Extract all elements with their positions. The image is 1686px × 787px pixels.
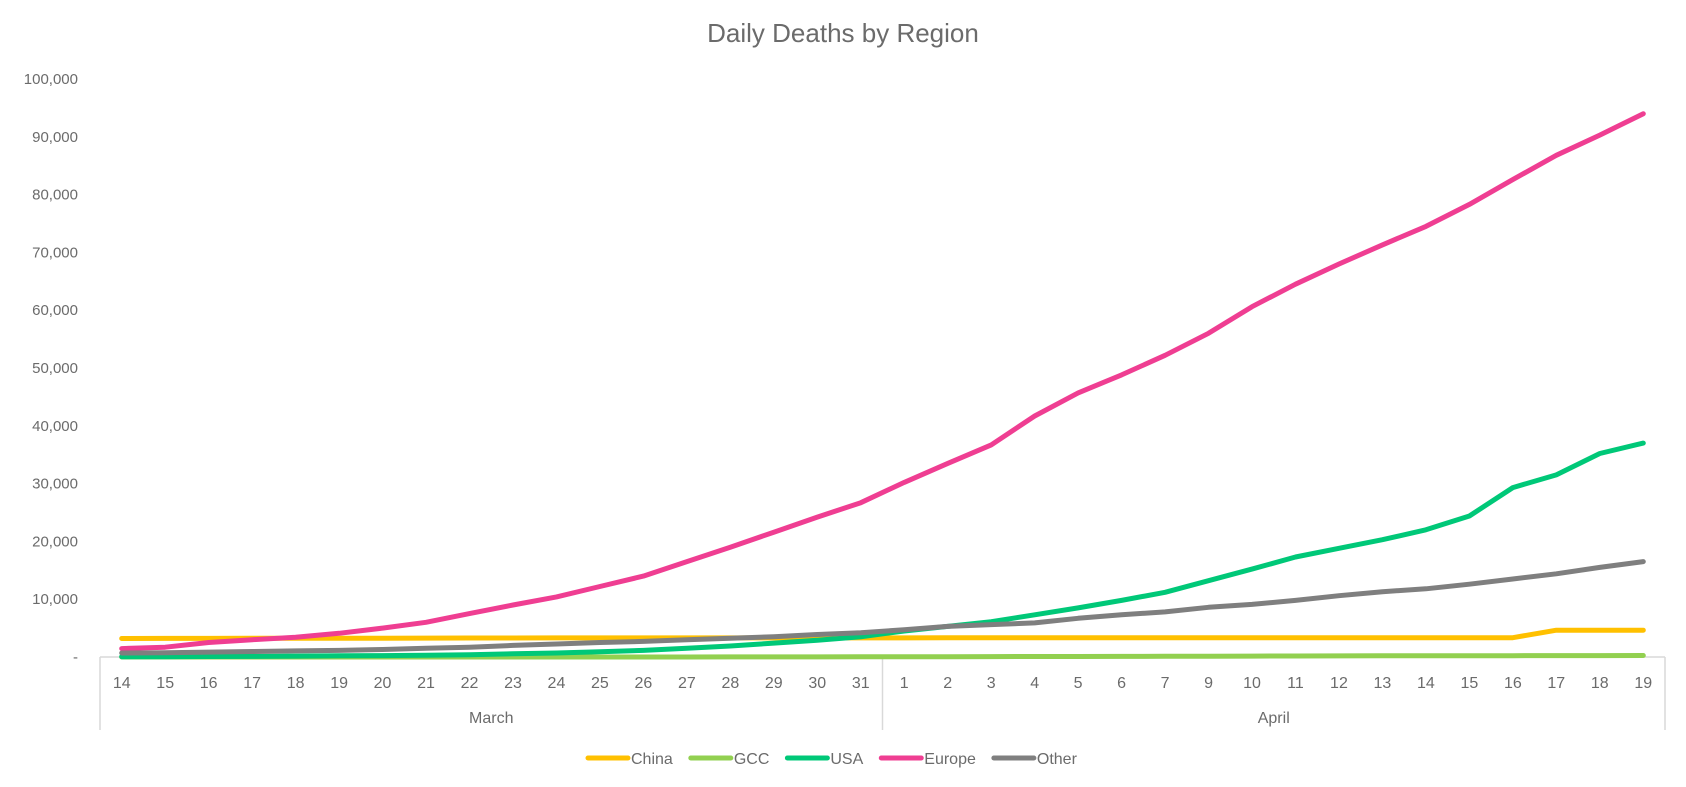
series-line-usa [119,440,1646,660]
x-tick-label: 18 [287,675,305,692]
x-tick-label: 3 [987,675,996,692]
y-tick-label: 20,000 [32,533,78,550]
x-tick-label: 25 [591,675,609,692]
x-tick-label: 9 [1204,675,1213,692]
x-tick-label: 22 [461,675,479,692]
x-tick-label: 15 [1460,675,1478,692]
y-tick-label: 100,000 [24,71,78,88]
x-tick-label: 20 [374,675,392,692]
y-tick-label: 50,000 [32,360,78,377]
x-tick-label: 29 [765,675,783,692]
y-tick-label: 10,000 [32,591,78,608]
y-tick-label: 60,000 [32,302,78,319]
x-tick-label: 26 [635,675,653,692]
legend-label: GCC [734,751,770,768]
x-tick-label: 13 [1374,675,1392,692]
legend-item-china: China [585,751,673,768]
x-tick-label: 16 [1504,675,1522,692]
series-line-china [119,627,1646,641]
x-tick-label: 16 [200,675,218,692]
x-tick-label: 23 [504,675,522,692]
x-tick-label: 28 [721,675,739,692]
y-tick-label: 90,000 [32,129,78,146]
x-tick-label: 14 [113,675,131,692]
x-tick-label: 19 [330,675,348,692]
x-tick-label: 21 [417,675,435,692]
x-tick-label: 12 [1330,675,1348,692]
y-axis-tick-labels: - 10,000 20,000 30,000 40,000 50,000 60,000 70,… [24,71,78,666]
y-tick-label: 30,000 [32,476,78,493]
x-month-label: April [1258,710,1290,727]
legend-item-usa: USA [784,751,864,768]
x-tick-label: 17 [243,675,261,692]
x-tick-label: 10 [1243,675,1261,692]
x-tick-label: 7 [1161,675,1170,692]
x-tick-label: 30 [808,675,826,692]
x-tick-label: 31 [852,675,870,692]
chart-title: Daily Deaths by Region [707,18,979,48]
x-tick-label: 4 [1030,675,1039,692]
legend-label: Other [1037,751,1078,768]
legend-label: China [631,751,673,768]
y-tick-label: - [73,649,78,666]
legend-label: USA [830,751,863,768]
x-tick-label: 27 [678,675,696,692]
x-tick-label: 15 [156,675,174,692]
x-tick-label: 1 [900,675,909,692]
y-tick-label: 70,000 [32,244,78,261]
series-line-other [119,559,1646,656]
x-tick-label: 11 [1287,675,1304,692]
x-tick-label: 2 [943,675,952,692]
legend-item-other: Other [991,751,1078,768]
x-tick-label: 18 [1591,675,1609,692]
legend-item-gcc: GCC [688,751,770,768]
y-tick-label: 80,000 [32,187,78,204]
x-month-label: March [469,710,513,727]
legend-label: Europe [924,751,976,768]
x-tick-label: 14 [1417,675,1435,692]
x-tick-label: 17 [1547,675,1565,692]
legend: China GCC USA Europe Other [585,751,1078,768]
x-tick-label: 6 [1117,675,1126,692]
x-tick-label: 24 [548,675,566,692]
y-tick-label: 40,000 [32,418,78,435]
series-line-europe [119,111,1646,652]
series-lines [119,111,1646,660]
x-tick-label: 5 [1074,675,1083,692]
x-axis: 14 15 16 17 18 19 20 21 22 23 24 25 26 27 28 29 30 31 1 2 3 4… [99,656,1666,730]
legend-item-europe: Europe [878,751,976,768]
x-tick-label: 19 [1634,675,1652,692]
